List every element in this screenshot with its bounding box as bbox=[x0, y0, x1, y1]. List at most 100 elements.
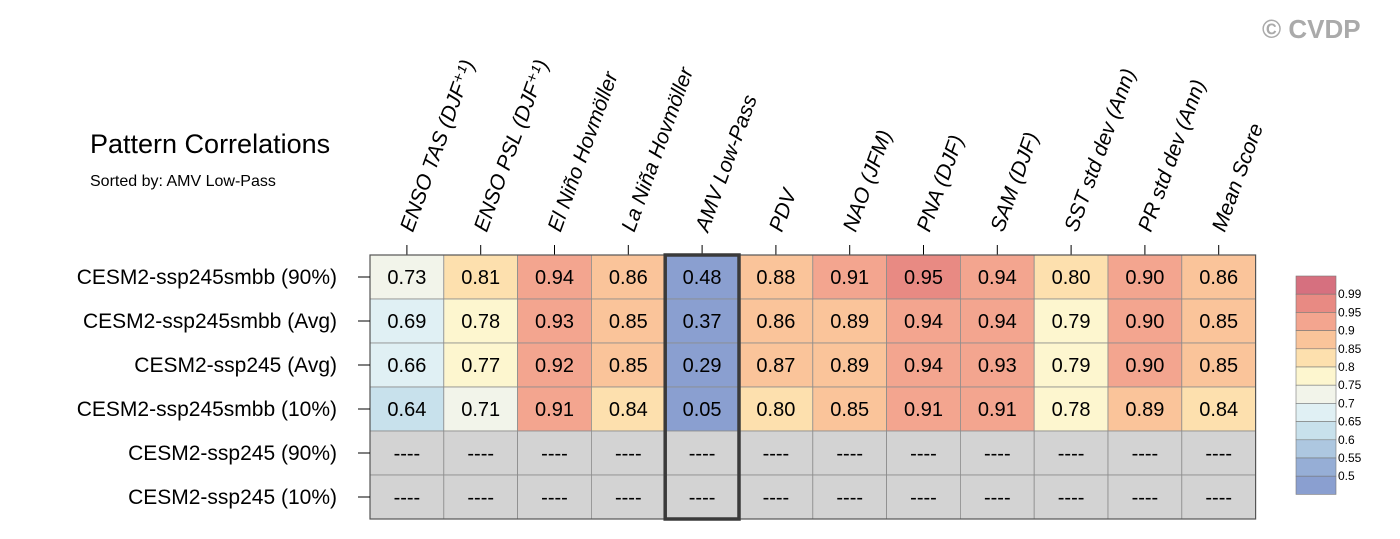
cell-value-label: ---- bbox=[1058, 443, 1085, 465]
heatmap-cell bbox=[1033, 386, 1109, 432]
cell-value-label: 0.85 bbox=[1199, 311, 1238, 333]
heatmap-cell bbox=[1181, 298, 1257, 344]
heatmap-cell bbox=[664, 386, 740, 432]
cell-value-label: ---- bbox=[541, 443, 568, 465]
heatmap-cell bbox=[1181, 254, 1257, 300]
cell-value-label: 0.85 bbox=[1199, 355, 1238, 377]
legend-swatch bbox=[1295, 475, 1337, 495]
row-label: CESM2-ssp245 (Avg) bbox=[134, 354, 337, 377]
cell-value-label: ---- bbox=[394, 443, 421, 465]
heatmap-cell bbox=[1181, 430, 1257, 476]
cell-value-label: 0.92 bbox=[535, 355, 574, 377]
legend-swatch bbox=[1295, 457, 1337, 477]
cell-value-label: 0.48 bbox=[683, 267, 722, 289]
cell-value-label: 0.66 bbox=[387, 355, 426, 377]
heatmap-cell bbox=[1107, 254, 1183, 300]
chart-title: Pattern Correlations bbox=[90, 129, 330, 159]
heatmap-cell bbox=[369, 254, 445, 300]
column-header: PR std dev (Ann) bbox=[1134, 77, 1210, 235]
heatmap-cell bbox=[591, 386, 666, 432]
legend-tick-label: 0.6 bbox=[1338, 433, 1355, 447]
cell-value-label: 0.87 bbox=[756, 355, 795, 377]
heatmap-cell bbox=[1181, 342, 1257, 388]
cell-value-label: ---- bbox=[763, 443, 790, 465]
cell-value-label: 0.88 bbox=[756, 267, 795, 289]
column-header: La Niña Hovmöller bbox=[617, 64, 698, 235]
cell-value-label: 0.89 bbox=[830, 311, 869, 333]
cell-value-label: ---- bbox=[689, 443, 716, 465]
heatmap-cell bbox=[369, 474, 445, 520]
legend-swatch bbox=[1295, 312, 1337, 331]
row-label: CESM2-ssp245 (90%) bbox=[128, 442, 337, 465]
cell-value-label: 0.91 bbox=[535, 399, 574, 421]
legend-swatch bbox=[1295, 293, 1337, 313]
column-header: AMV Low-Pass bbox=[691, 91, 763, 236]
heatmap-cell bbox=[960, 430, 1035, 476]
heatmap-cell bbox=[591, 430, 666, 476]
grid-border bbox=[369, 254, 1257, 520]
heatmap-cell bbox=[812, 474, 887, 520]
legend-swatch bbox=[1295, 439, 1337, 459]
cell-value-label: 0.90 bbox=[1125, 267, 1164, 289]
cell-value-label: 0.93 bbox=[535, 311, 574, 333]
cell-value-label: 0.86 bbox=[1199, 267, 1238, 289]
legend-tick-label: 0.8 bbox=[1338, 360, 1355, 374]
cell-value-label: 0.80 bbox=[1052, 267, 1091, 289]
cell-value-label: ---- bbox=[836, 443, 863, 465]
cell-value-label: 0.90 bbox=[1125, 355, 1164, 377]
heatmap-cell bbox=[664, 430, 740, 476]
legend-swatch bbox=[1295, 275, 1337, 295]
cell-value-label: ---- bbox=[910, 443, 937, 465]
cell-value-label: 0.78 bbox=[1052, 399, 1091, 421]
cell-value-label: ---- bbox=[615, 443, 642, 465]
heatmap-cell bbox=[664, 474, 740, 520]
cell-value-label: ---- bbox=[615, 487, 642, 509]
heatmap-cell bbox=[664, 298, 740, 344]
column-header: ENSO PSL (DJF⁺¹) bbox=[470, 57, 554, 235]
heatmap-cell bbox=[1107, 342, 1183, 388]
legend-tick-label: 0.7 bbox=[1338, 396, 1355, 410]
cell-value-label: 0.89 bbox=[1125, 399, 1164, 421]
legend-tick-label: 0.9 bbox=[1338, 324, 1355, 338]
heatmap-cell bbox=[591, 474, 666, 520]
cell-value-label: 0.91 bbox=[978, 399, 1017, 421]
column-header: Mean Score bbox=[1208, 120, 1268, 234]
sort-column-highlight bbox=[663, 253, 741, 521]
cell-value-label: 0.93 bbox=[978, 355, 1017, 377]
cell-value-label: 0.73 bbox=[387, 267, 426, 289]
cell-value-label: ---- bbox=[467, 443, 494, 465]
heatmap-cells: 0.73 0.81 0.94 0.86 0.48 0.88 0.91 0.95 0.94 0.80… bbox=[369, 253, 1257, 521]
legend-swatch bbox=[1295, 330, 1337, 350]
cell-value-label: 0.37 bbox=[683, 311, 722, 333]
row-label: CESM2-ssp245smbb (10%) bbox=[77, 398, 337, 421]
row-label: CESM2-ssp245smbb (90%) bbox=[77, 266, 337, 289]
heatmap-cell bbox=[886, 298, 961, 344]
cell-value-label: 0.91 bbox=[904, 399, 943, 421]
heatmap-cell bbox=[960, 474, 1035, 520]
legend-tick-label: 0.99 bbox=[1338, 287, 1362, 301]
cell-value-label: ---- bbox=[467, 487, 494, 509]
heatmap-cell bbox=[812, 430, 887, 476]
heatmap-cell bbox=[591, 298, 666, 344]
heatmap-cell bbox=[1033, 298, 1109, 344]
cell-value-label: 0.84 bbox=[609, 399, 648, 421]
legend-swatch bbox=[1295, 403, 1337, 422]
cell-value-label: ---- bbox=[541, 487, 568, 509]
cell-value-label: 0.69 bbox=[387, 311, 426, 333]
cell-value-label: 0.77 bbox=[461, 355, 500, 377]
heatmap-cell bbox=[1033, 430, 1109, 476]
heatmap-cell bbox=[1107, 430, 1183, 476]
column-header: NAO (JFM) bbox=[839, 127, 897, 235]
heatmap-cell bbox=[1181, 474, 1257, 520]
cell-value-label: ---- bbox=[910, 487, 937, 509]
cell-value-label: 0.94 bbox=[978, 311, 1017, 333]
heatmap-cell bbox=[1033, 254, 1109, 300]
cell-value-label: ---- bbox=[984, 487, 1011, 509]
heatmap-cell bbox=[369, 386, 445, 432]
heatmap-cell bbox=[443, 342, 518, 388]
cell-value-label: 0.80 bbox=[756, 399, 795, 421]
watermark: © CVDP bbox=[1262, 14, 1361, 44]
cell-value-label: 0.91 bbox=[830, 267, 869, 289]
heatmap-cell bbox=[960, 342, 1035, 388]
cell-value-label: 0.89 bbox=[830, 355, 869, 377]
